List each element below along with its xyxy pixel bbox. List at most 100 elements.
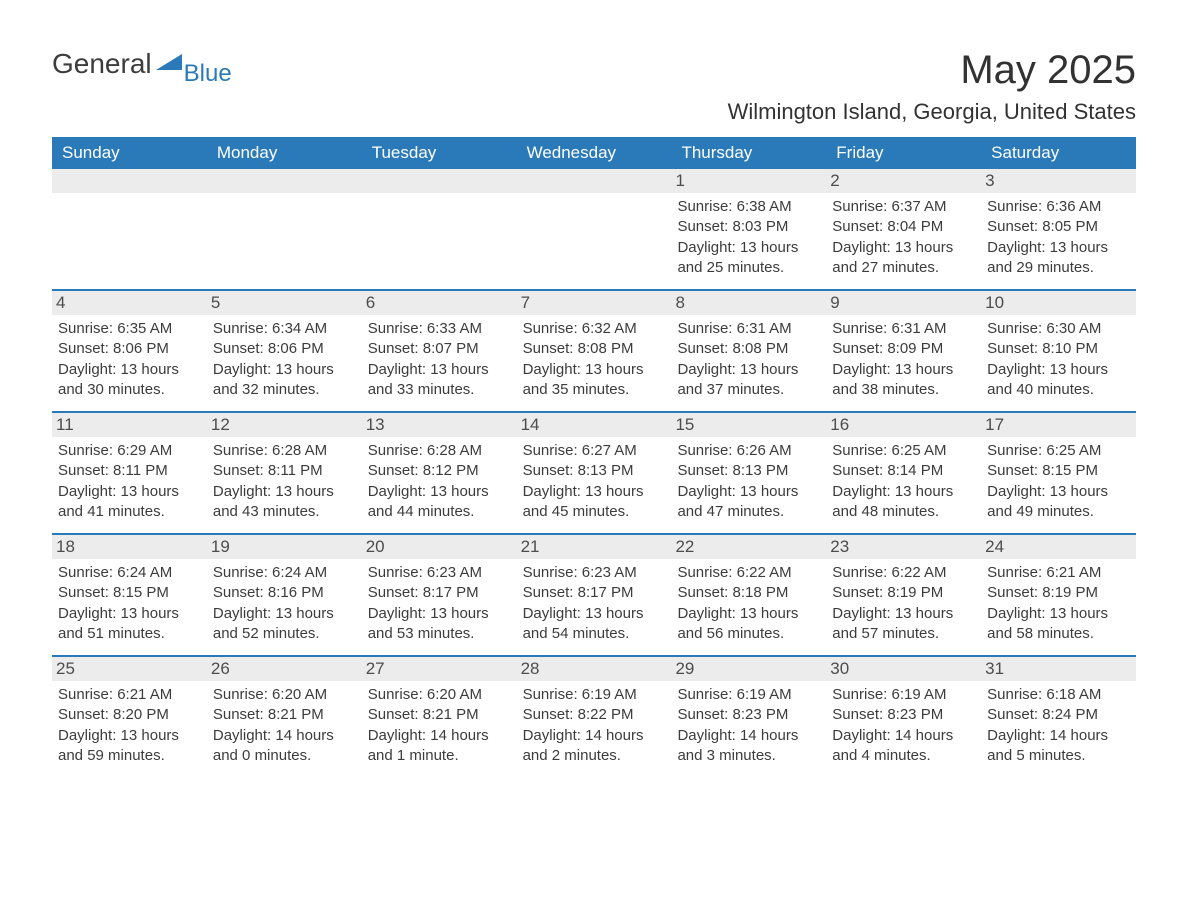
- day-number: 19: [207, 535, 362, 559]
- sunrise-text: Sunrise: 6:26 AM: [677, 441, 820, 461]
- day-number: 29: [671, 657, 826, 681]
- daylight1-text: Daylight: 13 hours: [987, 604, 1130, 624]
- day-cell: 7Sunrise: 6:32 AMSunset: 8:08 PMDaylight…: [517, 291, 672, 411]
- daylight1-text: Daylight: 13 hours: [677, 604, 820, 624]
- daylight1-text: Daylight: 14 hours: [832, 726, 975, 746]
- logo-text-blue: Blue: [184, 60, 232, 88]
- day-number: 20: [362, 535, 517, 559]
- sunset-text: Sunset: 8:11 PM: [213, 461, 356, 481]
- weeks-container: 1Sunrise: 6:38 AMSunset: 8:03 PMDaylight…: [52, 169, 1136, 777]
- daylight1-text: Daylight: 14 hours: [523, 726, 666, 746]
- day-cell: 6Sunrise: 6:33 AMSunset: 8:07 PMDaylight…: [362, 291, 517, 411]
- day-cell: 13Sunrise: 6:28 AMSunset: 8:12 PMDayligh…: [362, 413, 517, 533]
- sunrise-text: Sunrise: 6:19 AM: [523, 685, 666, 705]
- day-number: 12: [207, 413, 362, 437]
- daylight2-text: and 40 minutes.: [987, 380, 1130, 400]
- sunrise-text: Sunrise: 6:23 AM: [523, 563, 666, 583]
- daylight1-text: Daylight: 13 hours: [213, 482, 356, 502]
- day-number: 9: [826, 291, 981, 315]
- sunset-text: Sunset: 8:15 PM: [987, 461, 1130, 481]
- day-number: 31: [981, 657, 1136, 681]
- day-cell: 1Sunrise: 6:38 AMSunset: 8:03 PMDaylight…: [671, 169, 826, 289]
- sunset-text: Sunset: 8:08 PM: [677, 339, 820, 359]
- daylight2-text: and 37 minutes.: [677, 380, 820, 400]
- daylight2-text: and 59 minutes.: [58, 746, 201, 766]
- sunset-text: Sunset: 8:14 PM: [832, 461, 975, 481]
- logo: General Blue: [52, 48, 232, 80]
- sunrise-text: Sunrise: 6:20 AM: [368, 685, 511, 705]
- sunrise-text: Sunrise: 6:36 AM: [987, 197, 1130, 217]
- title-block: May 2025 Wilmington Island, Georgia, Uni…: [728, 48, 1136, 125]
- sunrise-text: Sunrise: 6:21 AM: [987, 563, 1130, 583]
- sunset-text: Sunset: 8:07 PM: [368, 339, 511, 359]
- daylight2-text: and 33 minutes.: [368, 380, 511, 400]
- daylight1-text: Daylight: 13 hours: [832, 482, 975, 502]
- logo-text-general: General: [52, 48, 152, 80]
- daylight1-text: Daylight: 13 hours: [832, 604, 975, 624]
- day-cell: 11Sunrise: 6:29 AMSunset: 8:11 PMDayligh…: [52, 413, 207, 533]
- daylight1-text: Daylight: 13 hours: [523, 482, 666, 502]
- day-cell: 17Sunrise: 6:25 AMSunset: 8:15 PMDayligh…: [981, 413, 1136, 533]
- sunset-text: Sunset: 8:08 PM: [523, 339, 666, 359]
- sunset-text: Sunset: 8:17 PM: [523, 583, 666, 603]
- week-row: 4Sunrise: 6:35 AMSunset: 8:06 PMDaylight…: [52, 289, 1136, 411]
- daylight2-text: and 27 minutes.: [832, 258, 975, 278]
- sunset-text: Sunset: 8:04 PM: [832, 217, 975, 237]
- daylight1-text: Daylight: 13 hours: [677, 360, 820, 380]
- day-cell: 21Sunrise: 6:23 AMSunset: 8:17 PMDayligh…: [517, 535, 672, 655]
- daylight2-text: and 48 minutes.: [832, 502, 975, 522]
- day-number: 26: [207, 657, 362, 681]
- sunrise-text: Sunrise: 6:22 AM: [677, 563, 820, 583]
- daylight1-text: Daylight: 13 hours: [368, 482, 511, 502]
- daylight2-text: and 4 minutes.: [832, 746, 975, 766]
- sunset-text: Sunset: 8:23 PM: [832, 705, 975, 725]
- day-number: 30: [826, 657, 981, 681]
- weekday-friday: Friday: [826, 137, 981, 169]
- daylight1-text: Daylight: 13 hours: [523, 360, 666, 380]
- daylight1-text: Daylight: 13 hours: [987, 238, 1130, 258]
- sunset-text: Sunset: 8:12 PM: [368, 461, 511, 481]
- daylight2-text: and 29 minutes.: [987, 258, 1130, 278]
- daylight1-text: Daylight: 13 hours: [58, 360, 201, 380]
- day-cell: 25Sunrise: 6:21 AMSunset: 8:20 PMDayligh…: [52, 657, 207, 777]
- daylight1-text: Daylight: 13 hours: [58, 726, 201, 746]
- day-number: 11: [52, 413, 207, 437]
- week-row: 1Sunrise: 6:38 AMSunset: 8:03 PMDaylight…: [52, 169, 1136, 289]
- sunset-text: Sunset: 8:16 PM: [213, 583, 356, 603]
- sunrise-text: Sunrise: 6:25 AM: [987, 441, 1130, 461]
- day-cell: [207, 169, 362, 289]
- day-cell: 3Sunrise: 6:36 AMSunset: 8:05 PMDaylight…: [981, 169, 1136, 289]
- day-cell: 2Sunrise: 6:37 AMSunset: 8:04 PMDaylight…: [826, 169, 981, 289]
- sunrise-text: Sunrise: 6:25 AM: [832, 441, 975, 461]
- day-cell: 4Sunrise: 6:35 AMSunset: 8:06 PMDaylight…: [52, 291, 207, 411]
- sunset-text: Sunset: 8:21 PM: [213, 705, 356, 725]
- sunset-text: Sunset: 8:22 PM: [523, 705, 666, 725]
- calendar: Sunday Monday Tuesday Wednesday Thursday…: [52, 137, 1136, 777]
- day-number: 22: [671, 535, 826, 559]
- daylight2-text: and 52 minutes.: [213, 624, 356, 644]
- daylight1-text: Daylight: 14 hours: [677, 726, 820, 746]
- sunrise-text: Sunrise: 6:28 AM: [368, 441, 511, 461]
- daylight1-text: Daylight: 13 hours: [677, 482, 820, 502]
- sunrise-text: Sunrise: 6:27 AM: [523, 441, 666, 461]
- day-cell: 27Sunrise: 6:20 AMSunset: 8:21 PMDayligh…: [362, 657, 517, 777]
- day-cell: 23Sunrise: 6:22 AMSunset: 8:19 PMDayligh…: [826, 535, 981, 655]
- daylight2-text: and 25 minutes.: [677, 258, 820, 278]
- daylight2-text: and 49 minutes.: [987, 502, 1130, 522]
- day-number: [362, 169, 517, 193]
- day-cell: 18Sunrise: 6:24 AMSunset: 8:15 PMDayligh…: [52, 535, 207, 655]
- day-cell: 14Sunrise: 6:27 AMSunset: 8:13 PMDayligh…: [517, 413, 672, 533]
- weekday-thursday: Thursday: [671, 137, 826, 169]
- day-number: 5: [207, 291, 362, 315]
- day-cell: 31Sunrise: 6:18 AMSunset: 8:24 PMDayligh…: [981, 657, 1136, 777]
- day-number: [517, 169, 672, 193]
- sunset-text: Sunset: 8:06 PM: [58, 339, 201, 359]
- daylight2-text: and 57 minutes.: [832, 624, 975, 644]
- sunrise-text: Sunrise: 6:21 AM: [58, 685, 201, 705]
- day-number: 10: [981, 291, 1136, 315]
- sunrise-text: Sunrise: 6:22 AM: [832, 563, 975, 583]
- sunrise-text: Sunrise: 6:35 AM: [58, 319, 201, 339]
- daylight2-text: and 0 minutes.: [213, 746, 356, 766]
- daylight2-text: and 41 minutes.: [58, 502, 201, 522]
- daylight2-text: and 32 minutes.: [213, 380, 356, 400]
